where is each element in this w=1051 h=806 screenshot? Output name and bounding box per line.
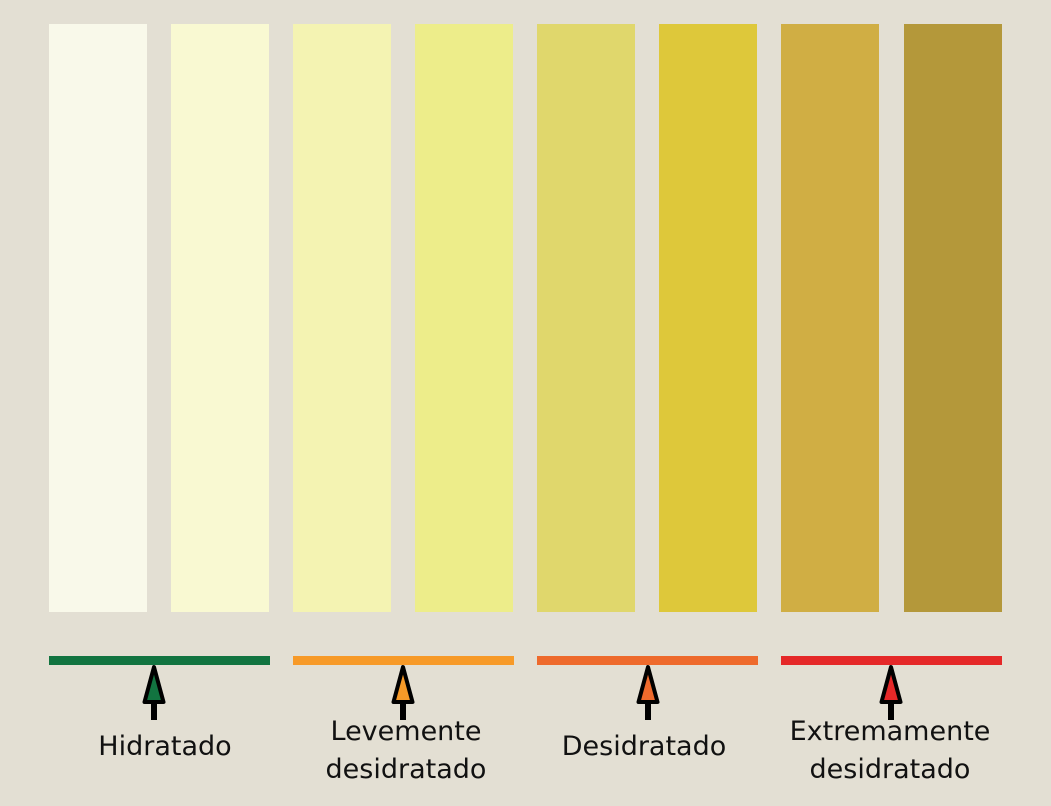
category-bar-hydrated bbox=[49, 656, 270, 665]
arrow-up-icon bbox=[142, 665, 166, 720]
arrow-up-icon bbox=[879, 665, 903, 720]
label-extremely-dehydrated: Extremamente desidratado bbox=[789, 716, 991, 785]
label-hydrated: Hidratado bbox=[98, 731, 232, 762]
color-swatch-1 bbox=[49, 24, 147, 612]
color-swatch-6 bbox=[659, 24, 757, 612]
category-bar-dehydrated bbox=[537, 656, 758, 665]
category-bar-extremely-dehydrated bbox=[781, 656, 1002, 665]
color-swatch-3 bbox=[293, 24, 391, 612]
color-swatch-5 bbox=[537, 24, 635, 612]
label-dehydrated: Desidratado bbox=[561, 731, 727, 762]
arrow-up-icon bbox=[391, 665, 415, 720]
category-bar-slightly-dehydrated bbox=[293, 656, 514, 665]
color-swatch-2 bbox=[171, 24, 269, 612]
color-swatch-4 bbox=[415, 24, 513, 612]
label-slightly-dehydrated: Levemente desidratado bbox=[325, 716, 487, 785]
color-swatch-7 bbox=[781, 24, 879, 612]
arrow-up-icon bbox=[636, 665, 660, 720]
color-swatch-8 bbox=[904, 24, 1002, 612]
